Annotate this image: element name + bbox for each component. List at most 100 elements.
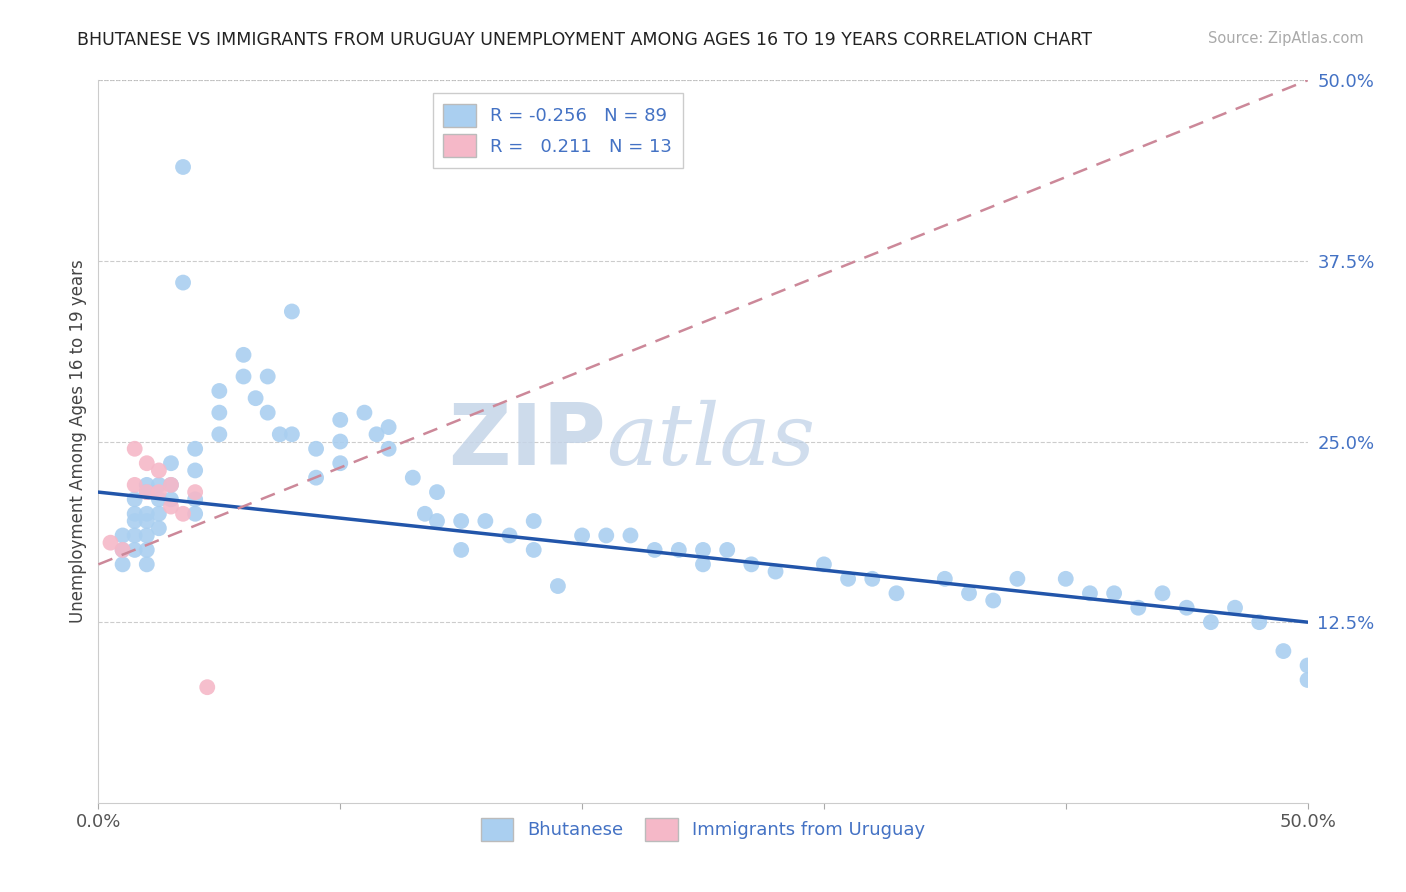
Point: [135, 485, 157, 500]
Point: [377, 420, 399, 434]
Point: [184, 485, 207, 500]
Point: [281, 304, 304, 318]
Point: [765, 565, 787, 579]
Point: [124, 542, 146, 557]
Point: [716, 542, 738, 557]
Point: [692, 542, 714, 557]
Point: [148, 478, 170, 492]
Text: atlas: atlas: [606, 401, 815, 483]
Point: [124, 442, 146, 456]
Point: [1199, 615, 1222, 630]
Point: [160, 478, 183, 492]
Point: [160, 456, 183, 470]
Point: [1296, 658, 1319, 673]
Point: [195, 680, 218, 694]
Point: [135, 485, 157, 500]
Text: ZIP: ZIP: [449, 400, 606, 483]
Point: [172, 276, 194, 290]
Point: [160, 500, 183, 514]
Point: [571, 528, 593, 542]
Point: [329, 434, 352, 449]
Point: [366, 427, 388, 442]
Point: [124, 514, 146, 528]
Legend: Bhutanese, Immigrants from Uruguay: Bhutanese, Immigrants from Uruguay: [474, 810, 932, 848]
Point: [1078, 586, 1101, 600]
Point: [184, 463, 207, 477]
Point: [934, 572, 956, 586]
Point: [692, 558, 714, 572]
Point: [135, 558, 157, 572]
Point: [981, 593, 1004, 607]
Point: [148, 485, 170, 500]
Point: [886, 586, 908, 600]
Point: [1175, 600, 1198, 615]
Point: [740, 558, 762, 572]
Point: [1007, 572, 1029, 586]
Point: [450, 514, 472, 528]
Point: [256, 369, 278, 384]
Point: [523, 514, 546, 528]
Point: [135, 478, 157, 492]
Point: [111, 542, 134, 557]
Point: [124, 478, 146, 492]
Point: [837, 572, 859, 586]
Point: [111, 542, 134, 557]
Point: [281, 427, 304, 442]
Point: [426, 514, 449, 528]
Point: [160, 492, 183, 507]
Point: [329, 413, 352, 427]
Text: BHUTANESE VS IMMIGRANTS FROM URUGUAY UNEMPLOYMENT AMONG AGES 16 TO 19 YEARS CORR: BHUTANESE VS IMMIGRANTS FROM URUGUAY UNE…: [77, 31, 1092, 49]
Point: [135, 507, 157, 521]
Point: [1249, 615, 1271, 630]
Point: [668, 542, 690, 557]
Point: [184, 442, 207, 456]
Point: [377, 442, 399, 456]
Point: [135, 528, 157, 542]
Point: [1152, 586, 1174, 600]
Point: [148, 492, 170, 507]
Point: [426, 485, 449, 500]
Point: [111, 558, 134, 572]
Point: [1128, 600, 1150, 615]
Y-axis label: Unemployment Among Ages 16 to 19 years: Unemployment Among Ages 16 to 19 years: [69, 260, 87, 624]
Point: [232, 348, 254, 362]
Point: [860, 572, 883, 586]
Point: [498, 528, 520, 542]
Point: [124, 507, 146, 521]
Point: [595, 528, 617, 542]
Point: [305, 470, 328, 484]
Point: [148, 521, 170, 535]
Point: [413, 507, 436, 521]
Point: [135, 542, 157, 557]
Point: [1054, 572, 1077, 586]
Point: [1102, 586, 1125, 600]
Point: [329, 456, 352, 470]
Point: [184, 507, 207, 521]
Point: [135, 514, 157, 528]
Point: [813, 558, 835, 572]
Point: [184, 492, 207, 507]
Point: [172, 507, 194, 521]
Point: [1223, 600, 1246, 615]
Point: [1272, 644, 1295, 658]
Point: [208, 427, 231, 442]
Point: [644, 542, 666, 557]
Point: [124, 528, 146, 542]
Point: [305, 442, 328, 456]
Point: [619, 528, 641, 542]
Point: [124, 492, 146, 507]
Point: [148, 463, 170, 477]
Point: [208, 406, 231, 420]
Point: [148, 507, 170, 521]
Point: [160, 478, 183, 492]
Point: [957, 586, 980, 600]
Point: [172, 160, 194, 174]
Text: Source: ZipAtlas.com: Source: ZipAtlas.com: [1208, 31, 1364, 46]
Point: [353, 406, 375, 420]
Point: [208, 384, 231, 398]
Point: [100, 535, 122, 549]
Point: [256, 406, 278, 420]
Point: [135, 456, 157, 470]
Point: [547, 579, 569, 593]
Point: [1296, 673, 1319, 687]
